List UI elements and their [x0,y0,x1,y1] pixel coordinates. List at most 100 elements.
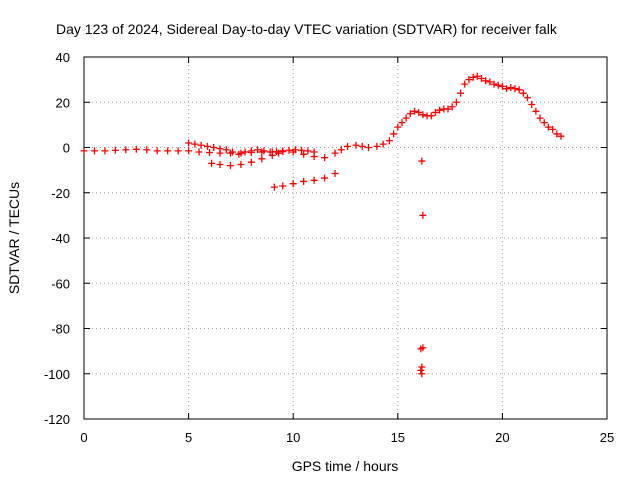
data-point [532,107,540,115]
y-tick-label: -20 [51,186,70,201]
data-point [503,85,511,93]
data-point [486,78,494,86]
data-point [310,176,318,184]
data-point [235,150,243,158]
data-point [519,89,527,97]
data-point [191,140,199,148]
data-point [544,123,552,131]
y-axis-label: SDTVAR / TECUs [6,182,22,294]
series-secondary-track [185,139,318,158]
data-point [304,147,312,155]
data-point [331,170,339,178]
data-point [337,146,345,154]
y-tick-label: -100 [44,367,70,382]
data-point [402,114,410,122]
data-point [185,139,193,147]
data-point [185,147,193,155]
data-point [419,111,427,119]
data-point [164,147,172,155]
y-tick-label: 40 [56,50,70,65]
x-axis-label: GPS time / hours [292,458,399,474]
data-point [418,363,426,371]
data-point [452,98,460,106]
data-point [352,141,360,149]
data-point [406,110,414,118]
series-lower-track [208,149,283,170]
data-point [216,145,224,153]
data-point [237,160,245,168]
data-point [419,211,427,219]
data-point [247,158,255,166]
data-point [174,147,182,155]
data-point [216,160,224,168]
data-point [358,142,366,150]
data-point [132,145,140,153]
data-point [418,157,426,165]
data-point [300,150,308,158]
data-point [254,146,262,154]
data-point [390,130,398,138]
data-point [195,148,203,156]
y-tick-label: -40 [51,231,70,246]
data-point [298,146,306,154]
data-point [528,101,536,109]
data-point [473,72,481,80]
data-point [515,86,523,94]
y-tick-label: -120 [44,412,70,427]
data-point [210,144,218,151]
data-point [300,177,308,185]
y-tick-label: -60 [51,276,70,291]
data-point [291,146,299,154]
data-point [540,119,548,127]
y-tick-label: 0 [63,141,70,156]
data-point [482,77,490,85]
data-point [80,147,88,155]
data-point [549,125,557,133]
data-point [111,146,119,154]
data-point [153,147,161,155]
data-point [197,141,205,149]
data-point [247,147,255,155]
data-point [511,85,519,93]
data-point [279,147,287,155]
grid-lines [84,57,607,419]
series-main-track [80,72,565,162]
y-tick-label: -80 [51,322,70,337]
data-point [394,123,402,131]
data-point [419,344,427,352]
data-point [490,80,498,88]
data-point [398,119,406,127]
data-point [448,103,456,111]
data-point [268,151,276,159]
data-point [275,149,283,157]
data-point [557,132,565,140]
data-point [431,108,439,116]
data-point [122,146,130,154]
data-point [289,180,297,188]
data-point [321,154,329,162]
data-point [415,108,423,116]
data-point [385,137,393,145]
data-point [310,148,318,156]
data-point [436,106,444,114]
data-point [373,142,381,150]
data-point [321,174,329,182]
data-point [444,105,452,113]
data-point [203,142,211,150]
data-point [417,366,425,374]
data-point [536,114,544,122]
x-tick-label: 0 [80,430,87,445]
x-tick-label: 25 [600,430,614,445]
data-point [279,182,287,190]
x-tick-label: 5 [185,430,192,445]
data-point [285,146,293,154]
data-point [507,84,515,92]
data-point [226,162,234,170]
data-point [465,76,473,84]
data-point [101,147,109,155]
data-point [427,112,435,120]
data-point [222,146,230,154]
data-points [80,72,565,378]
data-point [143,146,151,154]
axis-ticks: 0 5 10 15 20 25 -120 -100 -80 -60 -40 -20 0 20 40 [44,50,614,445]
